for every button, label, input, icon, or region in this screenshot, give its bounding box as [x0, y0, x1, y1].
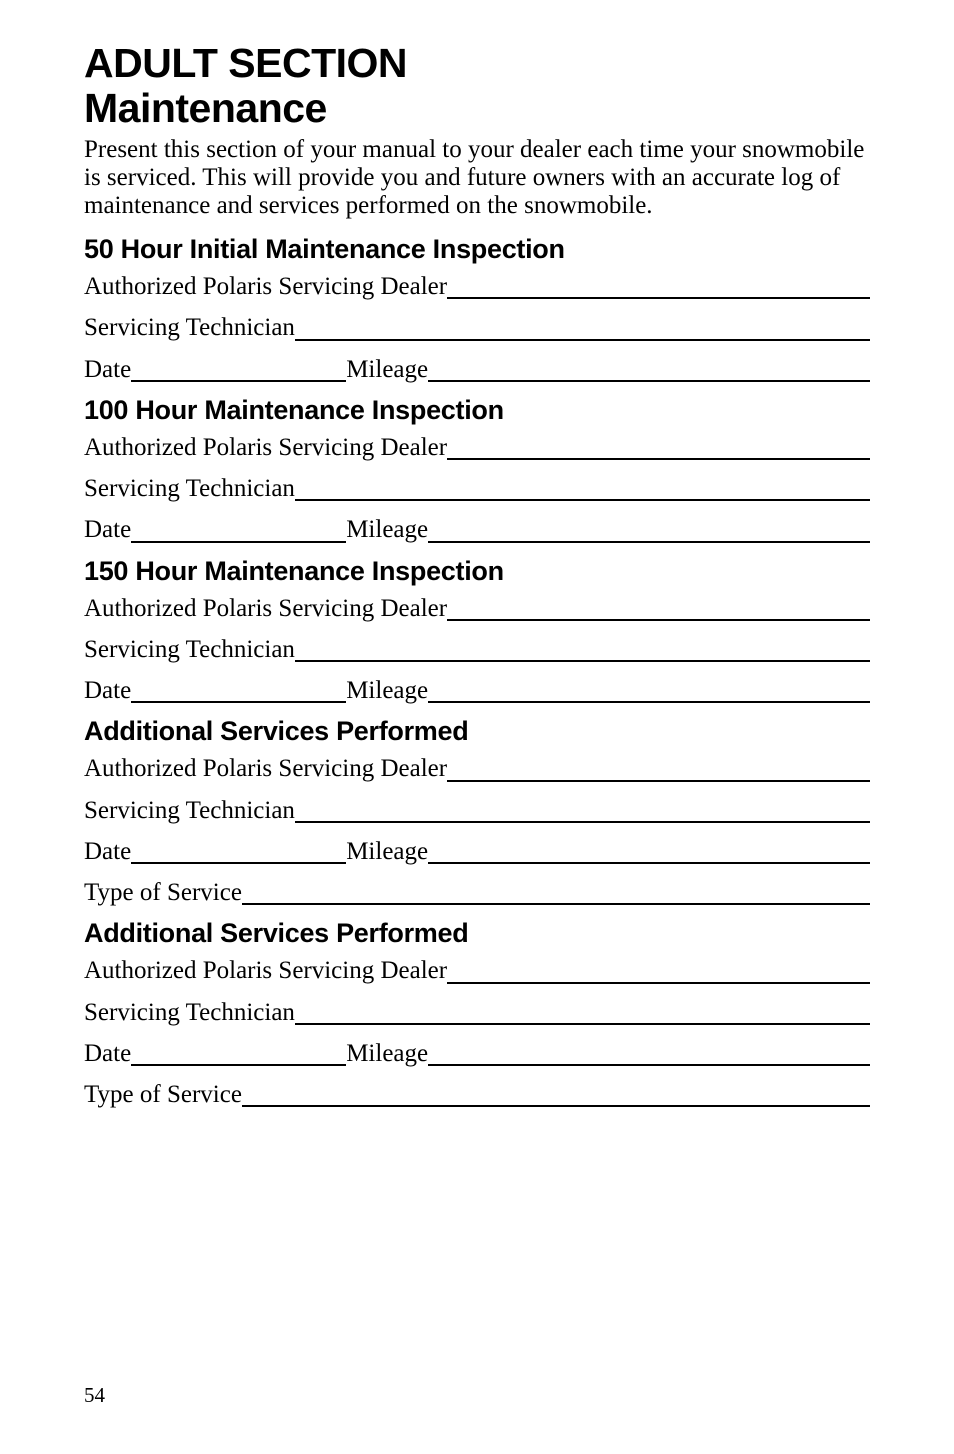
- dealer-input-line[interactable]: [447, 458, 870, 460]
- maintenance-section: Additional Services Performed Authorized …: [84, 918, 870, 1110]
- technician-field: Servicing Technician: [84, 997, 870, 1028]
- maintenance-section: 50 Hour Initial Maintenance Inspection Au…: [84, 234, 870, 385]
- date-mileage-field: Date Mileage: [84, 1038, 870, 1069]
- date-input-line[interactable]: [131, 541, 346, 543]
- date-mileage-field: Date Mileage: [84, 354, 870, 385]
- mileage-label: Mileage: [346, 514, 428, 545]
- title-line-2: Maintenance: [84, 87, 870, 130]
- mileage-input-line[interactable]: [428, 1064, 870, 1066]
- date-label: Date: [84, 1038, 131, 1069]
- mileage-input-line[interactable]: [428, 862, 870, 864]
- dealer-label: Authorized Polaris Servicing Dealer: [84, 753, 447, 784]
- service-type-label: Type of Service: [84, 877, 242, 908]
- dealer-field: Authorized Polaris Servicing Dealer: [84, 593, 870, 624]
- dealer-input-line[interactable]: [447, 297, 870, 299]
- mileage-label: Mileage: [346, 836, 428, 867]
- service-type-input-line[interactable]: [242, 1105, 870, 1107]
- page: ADULT SECTION Maintenance Present this s…: [0, 0, 954, 1454]
- technician-label: Servicing Technician: [84, 634, 295, 665]
- service-type-field: Type of Service: [84, 877, 870, 908]
- mileage-input-line[interactable]: [428, 380, 870, 382]
- section-heading: 50 Hour Initial Maintenance Inspection: [84, 234, 870, 265]
- technician-input-line[interactable]: [295, 339, 870, 341]
- date-label: Date: [84, 354, 131, 385]
- sections-container: 50 Hour Initial Maintenance Inspection Au…: [84, 234, 870, 1110]
- dealer-input-line[interactable]: [447, 780, 870, 782]
- service-type-label: Type of Service: [84, 1079, 242, 1110]
- dealer-field: Authorized Polaris Servicing Dealer: [84, 432, 870, 463]
- dealer-label: Authorized Polaris Servicing Dealer: [84, 593, 447, 624]
- technician-input-line[interactable]: [295, 821, 870, 823]
- date-mileage-field: Date Mileage: [84, 836, 870, 867]
- date-input-line[interactable]: [131, 380, 346, 382]
- mileage-input-line[interactable]: [428, 541, 870, 543]
- technician-label: Servicing Technician: [84, 997, 295, 1028]
- date-input-line[interactable]: [131, 701, 346, 703]
- technician-field: Servicing Technician: [84, 634, 870, 665]
- technician-label: Servicing Technician: [84, 473, 295, 504]
- dealer-field: Authorized Polaris Servicing Dealer: [84, 955, 870, 986]
- maintenance-section: Additional Services Performed Authorized …: [84, 716, 870, 908]
- date-input-line[interactable]: [131, 862, 346, 864]
- dealer-field: Authorized Polaris Servicing Dealer: [84, 753, 870, 784]
- section-heading: 100 Hour Maintenance Inspection: [84, 395, 870, 426]
- mileage-label: Mileage: [346, 675, 428, 706]
- technician-input-line[interactable]: [295, 499, 870, 501]
- section-heading: Additional Services Performed: [84, 716, 870, 747]
- section-heading: 150 Hour Maintenance Inspection: [84, 556, 870, 587]
- date-label: Date: [84, 514, 131, 545]
- service-type-field: Type of Service: [84, 1079, 870, 1110]
- mileage-label: Mileage: [346, 1038, 428, 1069]
- dealer-label: Authorized Polaris Servicing Dealer: [84, 955, 447, 986]
- technician-field: Servicing Technician: [84, 795, 870, 826]
- maintenance-section: 150 Hour Maintenance Inspection Authorize…: [84, 556, 870, 707]
- title-line-1: ADULT SECTION: [84, 42, 870, 85]
- service-type-input-line[interactable]: [242, 903, 870, 905]
- page-number: 54: [84, 1383, 105, 1408]
- intro-paragraph: Present this section of your manual to y…: [84, 136, 870, 220]
- technician-input-line[interactable]: [295, 660, 870, 662]
- maintenance-section: 100 Hour Maintenance Inspection Authorize…: [84, 395, 870, 546]
- date-label: Date: [84, 836, 131, 867]
- date-label: Date: [84, 675, 131, 706]
- date-mileage-field: Date Mileage: [84, 514, 870, 545]
- dealer-field: Authorized Polaris Servicing Dealer: [84, 271, 870, 302]
- technician-field: Servicing Technician: [84, 473, 870, 504]
- technician-label: Servicing Technician: [84, 312, 295, 343]
- technician-field: Servicing Technician: [84, 312, 870, 343]
- technician-input-line[interactable]: [295, 1023, 870, 1025]
- date-input-line[interactable]: [131, 1064, 346, 1066]
- dealer-label: Authorized Polaris Servicing Dealer: [84, 271, 447, 302]
- section-heading: Additional Services Performed: [84, 918, 870, 949]
- date-mileage-field: Date Mileage: [84, 675, 870, 706]
- dealer-input-line[interactable]: [447, 982, 870, 984]
- mileage-label: Mileage: [346, 354, 428, 385]
- mileage-input-line[interactable]: [428, 701, 870, 703]
- dealer-input-line[interactable]: [447, 619, 870, 621]
- technician-label: Servicing Technician: [84, 795, 295, 826]
- dealer-label: Authorized Polaris Servicing Dealer: [84, 432, 447, 463]
